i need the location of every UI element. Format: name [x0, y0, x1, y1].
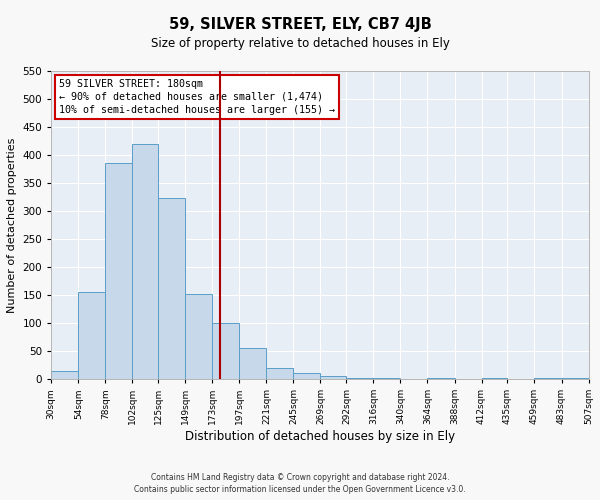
Bar: [373, 378, 400, 379]
Bar: [562, 378, 589, 379]
Bar: [427, 378, 455, 379]
Y-axis label: Number of detached properties: Number of detached properties: [7, 138, 17, 312]
Bar: [482, 378, 508, 379]
Text: 59 SILVER STREET: 180sqm
← 90% of detached houses are smaller (1,474)
10% of sem: 59 SILVER STREET: 180sqm ← 90% of detach…: [59, 78, 335, 115]
Text: 59, SILVER STREET, ELY, CB7 4JB: 59, SILVER STREET, ELY, CB7 4JB: [169, 18, 431, 32]
Bar: [185, 294, 212, 379]
Bar: [79, 292, 106, 379]
Bar: [239, 348, 266, 379]
Bar: [106, 164, 133, 379]
Bar: [158, 198, 185, 379]
Bar: [133, 144, 158, 379]
Bar: [212, 323, 239, 379]
Bar: [293, 374, 320, 379]
Bar: [346, 378, 373, 379]
Text: Contains HM Land Registry data © Crown copyright and database right 2024.: Contains HM Land Registry data © Crown c…: [151, 472, 449, 482]
Bar: [266, 368, 293, 379]
Bar: [51, 370, 79, 379]
Bar: [320, 376, 346, 379]
Text: Contains public sector information licensed under the Open Government Licence v3: Contains public sector information licen…: [134, 485, 466, 494]
Text: Size of property relative to detached houses in Ely: Size of property relative to detached ho…: [151, 38, 449, 51]
X-axis label: Distribution of detached houses by size in Ely: Distribution of detached houses by size …: [185, 430, 455, 443]
Bar: [535, 378, 562, 379]
